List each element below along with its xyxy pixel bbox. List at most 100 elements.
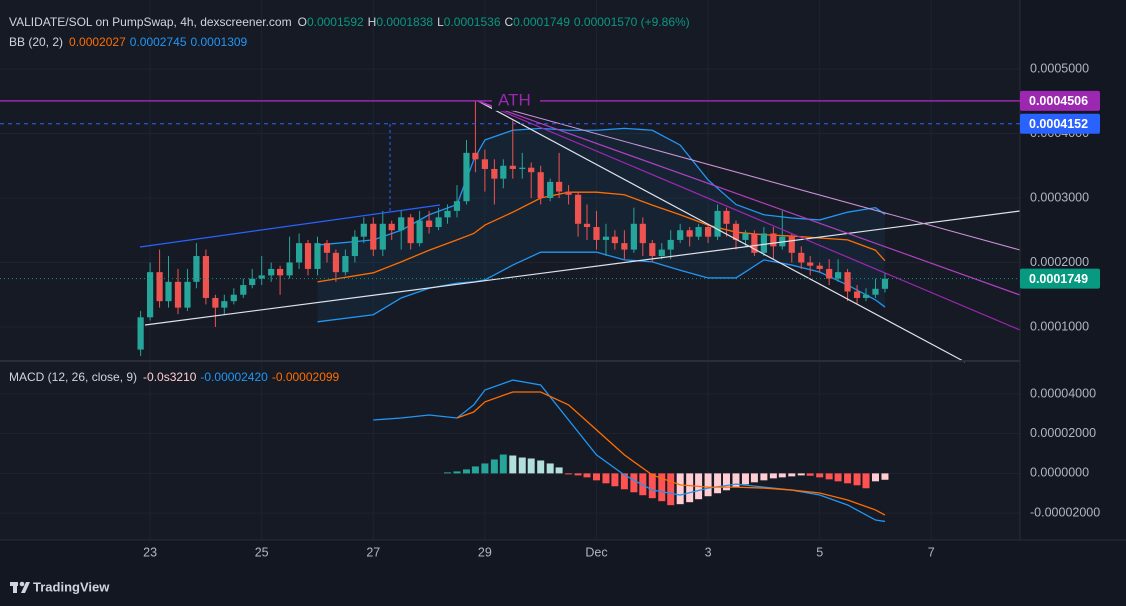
histogram-bar: [769, 473, 777, 479]
candle-body: [295, 243, 303, 263]
candle-body: [388, 223, 395, 231]
candle-body: [481, 159, 488, 169]
candle-body: [630, 223, 637, 250]
candle-body: [667, 239, 674, 250]
candle-body: [332, 252, 340, 273]
candle-body: [146, 272, 154, 318]
channel-line: [139, 204, 441, 248]
candle-body: [165, 281, 172, 302]
candle-body: [556, 181, 563, 192]
candle-body: [742, 233, 749, 240]
candle-body: [463, 152, 470, 202]
histogram-bar: [816, 473, 824, 478]
label-bg: [492, 90, 540, 111]
y-tick-label: 0.0005000: [1030, 61, 1089, 75]
candle-body: [686, 230, 693, 237]
candle-body: [826, 268, 833, 279]
histogram-bar: [537, 460, 545, 474]
histogram-bar: [527, 458, 535, 474]
candle-body: [834, 272, 842, 279]
histogram-bar: [565, 473, 573, 475]
candle-body: [416, 220, 423, 244]
x-tick-label: 29: [478, 545, 492, 559]
histogram-bar: [583, 473, 591, 478]
histogram-bar: [853, 473, 861, 486]
histogram-bar: [471, 466, 479, 474]
legend-text: 0.0001749: [513, 15, 570, 29]
candle-body: [574, 194, 582, 224]
histogram-bar: [778, 473, 786, 478]
histogram-bar: [620, 473, 628, 490]
candle-body: [844, 272, 851, 292]
band-fill: [317, 128, 885, 322]
candle-body: [379, 223, 386, 250]
logo: [10, 581, 30, 593]
legend-text: 0.0001592: [306, 15, 364, 29]
histogram-bar: [714, 473, 722, 494]
legend-text: -0.0s3210: [143, 370, 197, 384]
legend-text: 0.0002745: [129, 35, 187, 49]
y-tick-label: 0.0002000: [1030, 255, 1089, 269]
candle-body: [677, 230, 684, 240]
trend-line: [477, 100, 1021, 331]
candle-body: [788, 236, 795, 253]
bollinger-line: [317, 191, 886, 283]
candle-body: [565, 191, 572, 195]
candle-body: [360, 223, 367, 237]
series-layer: [137, 100, 889, 523]
candle-body: [351, 236, 358, 257]
legend-text: 0.0001536: [443, 15, 501, 29]
price-label-box: [1020, 113, 1100, 134]
logo-part: [19, 581, 25, 587]
histogram-bar: [592, 473, 600, 481]
histogram-bar: [462, 469, 470, 474]
legend-text: 0.00001570 (+9.86%): [573, 15, 690, 29]
price-label: 0.0001749: [1029, 272, 1088, 286]
candle-body: [751, 233, 758, 253]
histogram-bar: [825, 473, 833, 480]
candle-body: [881, 278, 889, 289]
x-tick-label: 5: [816, 545, 823, 559]
trend-line: [144, 210, 1021, 326]
candle-body: [370, 223, 377, 250]
histogram-bar: [760, 473, 768, 481]
candle-body: [695, 227, 702, 237]
candle-body: [174, 281, 182, 308]
candle-body: [258, 275, 265, 279]
candle-body: [732, 223, 740, 240]
histogram-bar: [648, 473, 656, 499]
histogram-bar: [630, 473, 638, 493]
trend-line: [509, 109, 1021, 251]
histogram-bar: [844, 473, 852, 484]
legend-text: MACD (12, 26, close, 9): [9, 370, 138, 384]
legend-text: -0.00002099: [271, 370, 340, 384]
candle-body: [723, 210, 730, 224]
candle-body: [304, 243, 312, 269]
y-tick-label: 0.00004000: [1030, 386, 1096, 400]
histogram-bar: [686, 473, 694, 503]
histogram-bar: [881, 473, 889, 480]
candle-body: [156, 272, 163, 302]
y-tick-label: 0.00002000: [1030, 426, 1096, 440]
trend-line: [477, 100, 966, 363]
candle-body: [240, 285, 247, 295]
legend-text: H: [367, 15, 377, 29]
histogram-bar: [453, 471, 461, 474]
symbol-legend: VALIDATE/SOL on PumpSwap, 4h, dexscreene…: [9, 15, 694, 29]
histogram-bar: [862, 473, 870, 489]
candle-body: [286, 262, 293, 276]
histogram-bar: [797, 473, 805, 476]
candle-body: [444, 210, 451, 218]
histogram-bar: [676, 473, 684, 505]
candle-body: [537, 172, 544, 198]
histogram-bar: [518, 457, 526, 474]
x-tick-label: 7: [928, 545, 935, 559]
candle-body: [528, 167, 535, 173]
candle-body: [342, 256, 349, 273]
candle-body: [583, 223, 591, 228]
candle-body: [639, 223, 646, 244]
legend-text: 0.0001309: [190, 35, 248, 49]
histogram-bar: [658, 473, 666, 502]
candle-body: [798, 252, 805, 263]
